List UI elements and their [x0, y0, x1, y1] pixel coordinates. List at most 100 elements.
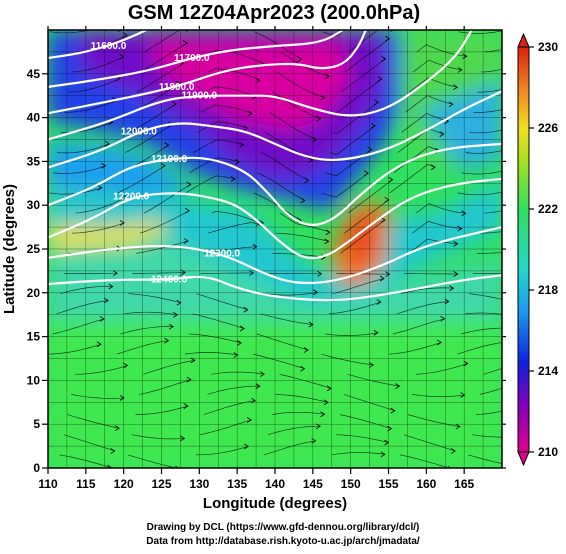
contour-label: 11900.0	[182, 91, 218, 102]
streamline	[328, 301, 381, 315]
streamline-arrowhead	[380, 217, 386, 223]
streamline	[465, 312, 502, 315]
streamline	[403, 434, 456, 452]
streamline-arrowhead	[532, 34, 536, 39]
colorbar-tick-label: 218	[538, 283, 558, 297]
x-tick-label: 125	[151, 477, 171, 491]
streamline-arrowhead	[448, 101, 454, 108]
streamline-arrowhead	[316, 115, 322, 122]
streamline-arrowhead	[432, 4, 436, 9]
streamline-arrowhead	[297, 56, 303, 62]
y-tick-label: 40	[27, 111, 41, 125]
streamline-arrowhead	[377, 76, 383, 82]
streamline-arrowhead	[122, 194, 128, 200]
colorbar-tick-label: 214	[538, 364, 558, 378]
streamline-arrowhead	[247, 110, 253, 117]
streamline	[340, 58, 386, 93]
x-tick-label: 165	[454, 477, 474, 491]
streamline	[253, 353, 305, 370]
contour-line	[48, 30, 147, 60]
x-axis-title: Longitude (degrees)	[203, 495, 347, 512]
streamline-arrowhead	[444, 298, 450, 305]
streamline	[71, 222, 125, 234]
streamline	[71, 394, 125, 399]
streamline	[195, 446, 249, 456]
streamline	[75, 365, 128, 375]
streamline	[136, 63, 184, 93]
streamline-arrowhead	[385, 35, 391, 42]
streamline-arrowhead	[506, 187, 510, 192]
streamline-arrowhead	[101, 162, 107, 169]
streamline-arrowhead	[385, 271, 391, 278]
streamline-arrowhead	[324, 73, 330, 80]
streamline-arrowhead	[176, 299, 182, 306]
streamline-arrowhead	[326, 385, 332, 392]
streamline-arrowhead	[461, 210, 467, 217]
colorbar-max-arrow	[517, 32, 530, 48]
streamline-arrowhead	[315, 423, 321, 430]
streamline-arrowhead	[255, 383, 261, 389]
streamline	[389, 163, 436, 194]
streamline-arrowhead	[184, 207, 190, 214]
streamline	[461, 170, 502, 175]
streamline-arrowhead	[300, 197, 306, 204]
contour-label: 12100.0	[151, 154, 188, 165]
streamline-arrowhead	[233, 352, 239, 358]
streamline	[125, 124, 173, 153]
field-blue-northeast	[420, 80, 502, 170]
contour-label: 12400.0	[151, 275, 188, 286]
y-axis-title: Latitude (degrees)	[1, 184, 18, 314]
streamline	[468, 454, 502, 464]
y-tick-label: 15	[27, 330, 41, 344]
x-tick-label: 120	[114, 477, 134, 491]
streamline-arrowhead	[103, 297, 109, 304]
streamline	[49, 30, 91, 34]
streamline	[329, 125, 376, 155]
streamline-arrowhead	[440, 315, 446, 322]
y-tick-label: 45	[27, 67, 41, 81]
streamline-arrowhead	[363, 170, 369, 177]
streamline	[57, 143, 110, 154]
colorbar-ticks: 210 214 218 222 226 230	[529, 40, 558, 459]
streamline	[140, 42, 188, 73]
streamline-arrowhead	[514, 314, 518, 319]
streamline	[261, 152, 309, 181]
streamline	[185, 175, 236, 194]
streamline	[347, 179, 393, 214]
streamline	[389, 342, 442, 355]
streamline	[336, 273, 390, 275]
streamline	[472, 434, 502, 438]
contour-line	[48, 30, 473, 141]
streamline	[412, 59, 462, 73]
streamline	[276, 232, 329, 242]
streamline-arrowhead	[313, 289, 319, 296]
streamline-arrowhead	[98, 24, 102, 29]
streamline-arrowhead	[164, 142, 170, 148]
streamline	[60, 286, 113, 295]
streamline-arrowhead	[320, 411, 326, 418]
x-tick-label: 135	[227, 477, 247, 491]
streamline	[321, 172, 369, 198]
streamline	[196, 121, 248, 133]
streamline	[397, 128, 444, 153]
contour-line	[48, 142, 502, 226]
streamline	[408, 77, 458, 93]
contour-label: 12300.0	[204, 248, 241, 259]
streamline-arrowhead	[317, 270, 323, 277]
streamline	[200, 272, 254, 274]
streamline	[127, 454, 179, 468]
streamline-arrowhead	[168, 323, 174, 330]
streamline-arrowhead	[325, 229, 331, 236]
streamline	[396, 301, 449, 315]
streamline	[469, 129, 502, 134]
streamline-arrowhead	[255, 77, 261, 84]
streamline	[404, 273, 458, 275]
streamline-arrowhead	[516, 464, 520, 469]
streamline	[271, 411, 325, 415]
colorbar: 210 214 218 222 226 230	[517, 32, 558, 467]
contour-line	[48, 30, 344, 88]
streamline	[188, 333, 242, 344]
streamline	[207, 385, 260, 395]
streamline	[200, 104, 252, 114]
